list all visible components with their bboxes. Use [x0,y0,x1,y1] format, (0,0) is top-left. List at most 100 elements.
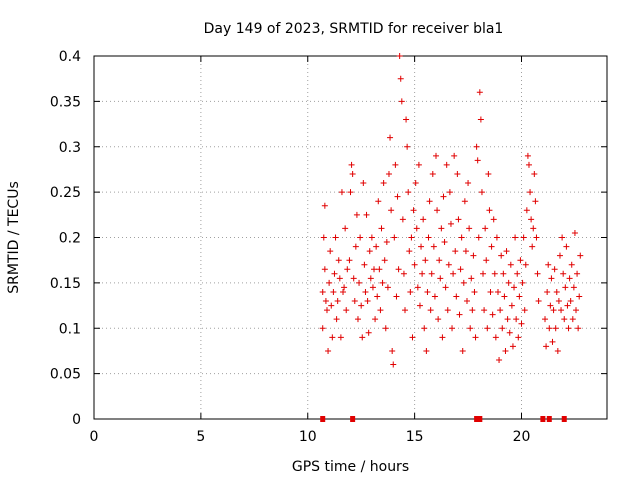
y-tick-label: 0.35 [50,94,81,110]
data-point [319,325,326,332]
data-point [357,234,364,241]
data-point [402,307,409,314]
data-point [354,316,361,323]
data-point [447,220,454,227]
data-point [340,288,347,295]
data-point [362,288,369,295]
data-point [498,252,505,259]
y-tick-label: 0.2 [59,231,81,247]
data-point [326,279,333,286]
y-axis-label: SRMTID / TECUs [6,181,22,294]
data-point [468,275,475,282]
data-point [349,170,356,177]
data-point [394,193,401,200]
data-point [365,329,372,336]
data-point [333,316,340,323]
data-point [400,270,407,277]
data-point [450,270,457,277]
data-point [569,316,576,323]
x-tick-label: 15 [406,429,424,445]
data-point [555,298,562,305]
data-point [344,266,351,273]
data-point [389,347,396,354]
data-point [380,180,387,187]
data-point [552,325,559,332]
data-point [477,116,484,123]
data-point [408,234,415,241]
data-point [518,320,525,327]
data-point [376,266,383,273]
data-point [404,143,411,150]
data-point [534,270,541,277]
data-point [430,243,437,250]
data-point [358,302,365,309]
data-point [420,216,427,223]
data-point [381,257,388,264]
data-point [488,243,495,250]
data-point [434,207,441,214]
data-point [563,243,570,250]
data-point [506,329,513,336]
data-point [458,234,465,241]
data-point [493,234,500,241]
data-point [437,275,444,282]
data-point [469,307,476,314]
data-point [390,361,397,368]
data-point [382,325,389,332]
data-point [438,225,445,232]
data-point [473,143,480,150]
data-point [560,270,567,277]
data-point [375,198,382,205]
data-point [504,316,511,323]
data-point [529,243,536,250]
data-point [410,207,417,214]
data-point [533,234,540,241]
data-point [496,357,503,364]
data-point [545,261,552,268]
data-point [418,243,425,250]
data-point [377,307,384,314]
data-point [392,161,399,168]
data-point [413,225,420,232]
data-point [445,261,452,268]
data-point [343,307,350,314]
data-point [568,261,575,268]
data-point [426,198,433,205]
y-tick-label: 0.25 [50,185,81,201]
gap-marks [320,416,567,422]
data-point [467,325,474,332]
data-point [528,216,535,223]
data-point [485,170,492,177]
data-point [500,270,507,277]
data-point [396,53,403,59]
data-point [444,307,451,314]
data-point [319,288,326,295]
data-point [321,202,328,209]
data-point [449,325,456,332]
data-point [544,288,551,295]
data-point [453,293,460,300]
data-point [412,180,419,187]
gap-mark [477,416,483,422]
data-point [501,293,508,300]
data-point [559,234,566,241]
data-point [320,234,327,241]
data-point [574,270,581,277]
data-point [466,225,473,232]
data-point [511,284,518,291]
data-point [535,298,542,305]
data-point [353,211,360,218]
data-point [515,334,522,341]
x-tick-label: 0 [90,429,99,445]
data-point [478,189,485,196]
data-point [335,257,342,264]
data-point [451,152,458,159]
data-point [562,284,569,291]
x-tick-label: 10 [299,429,317,445]
data-point [564,302,571,309]
data-point [530,225,537,232]
data-point [550,307,557,314]
chart-title: Day 149 of 2023, SRMTID for receiver bla… [204,21,504,37]
data-point [405,189,412,196]
data-point [509,343,516,350]
